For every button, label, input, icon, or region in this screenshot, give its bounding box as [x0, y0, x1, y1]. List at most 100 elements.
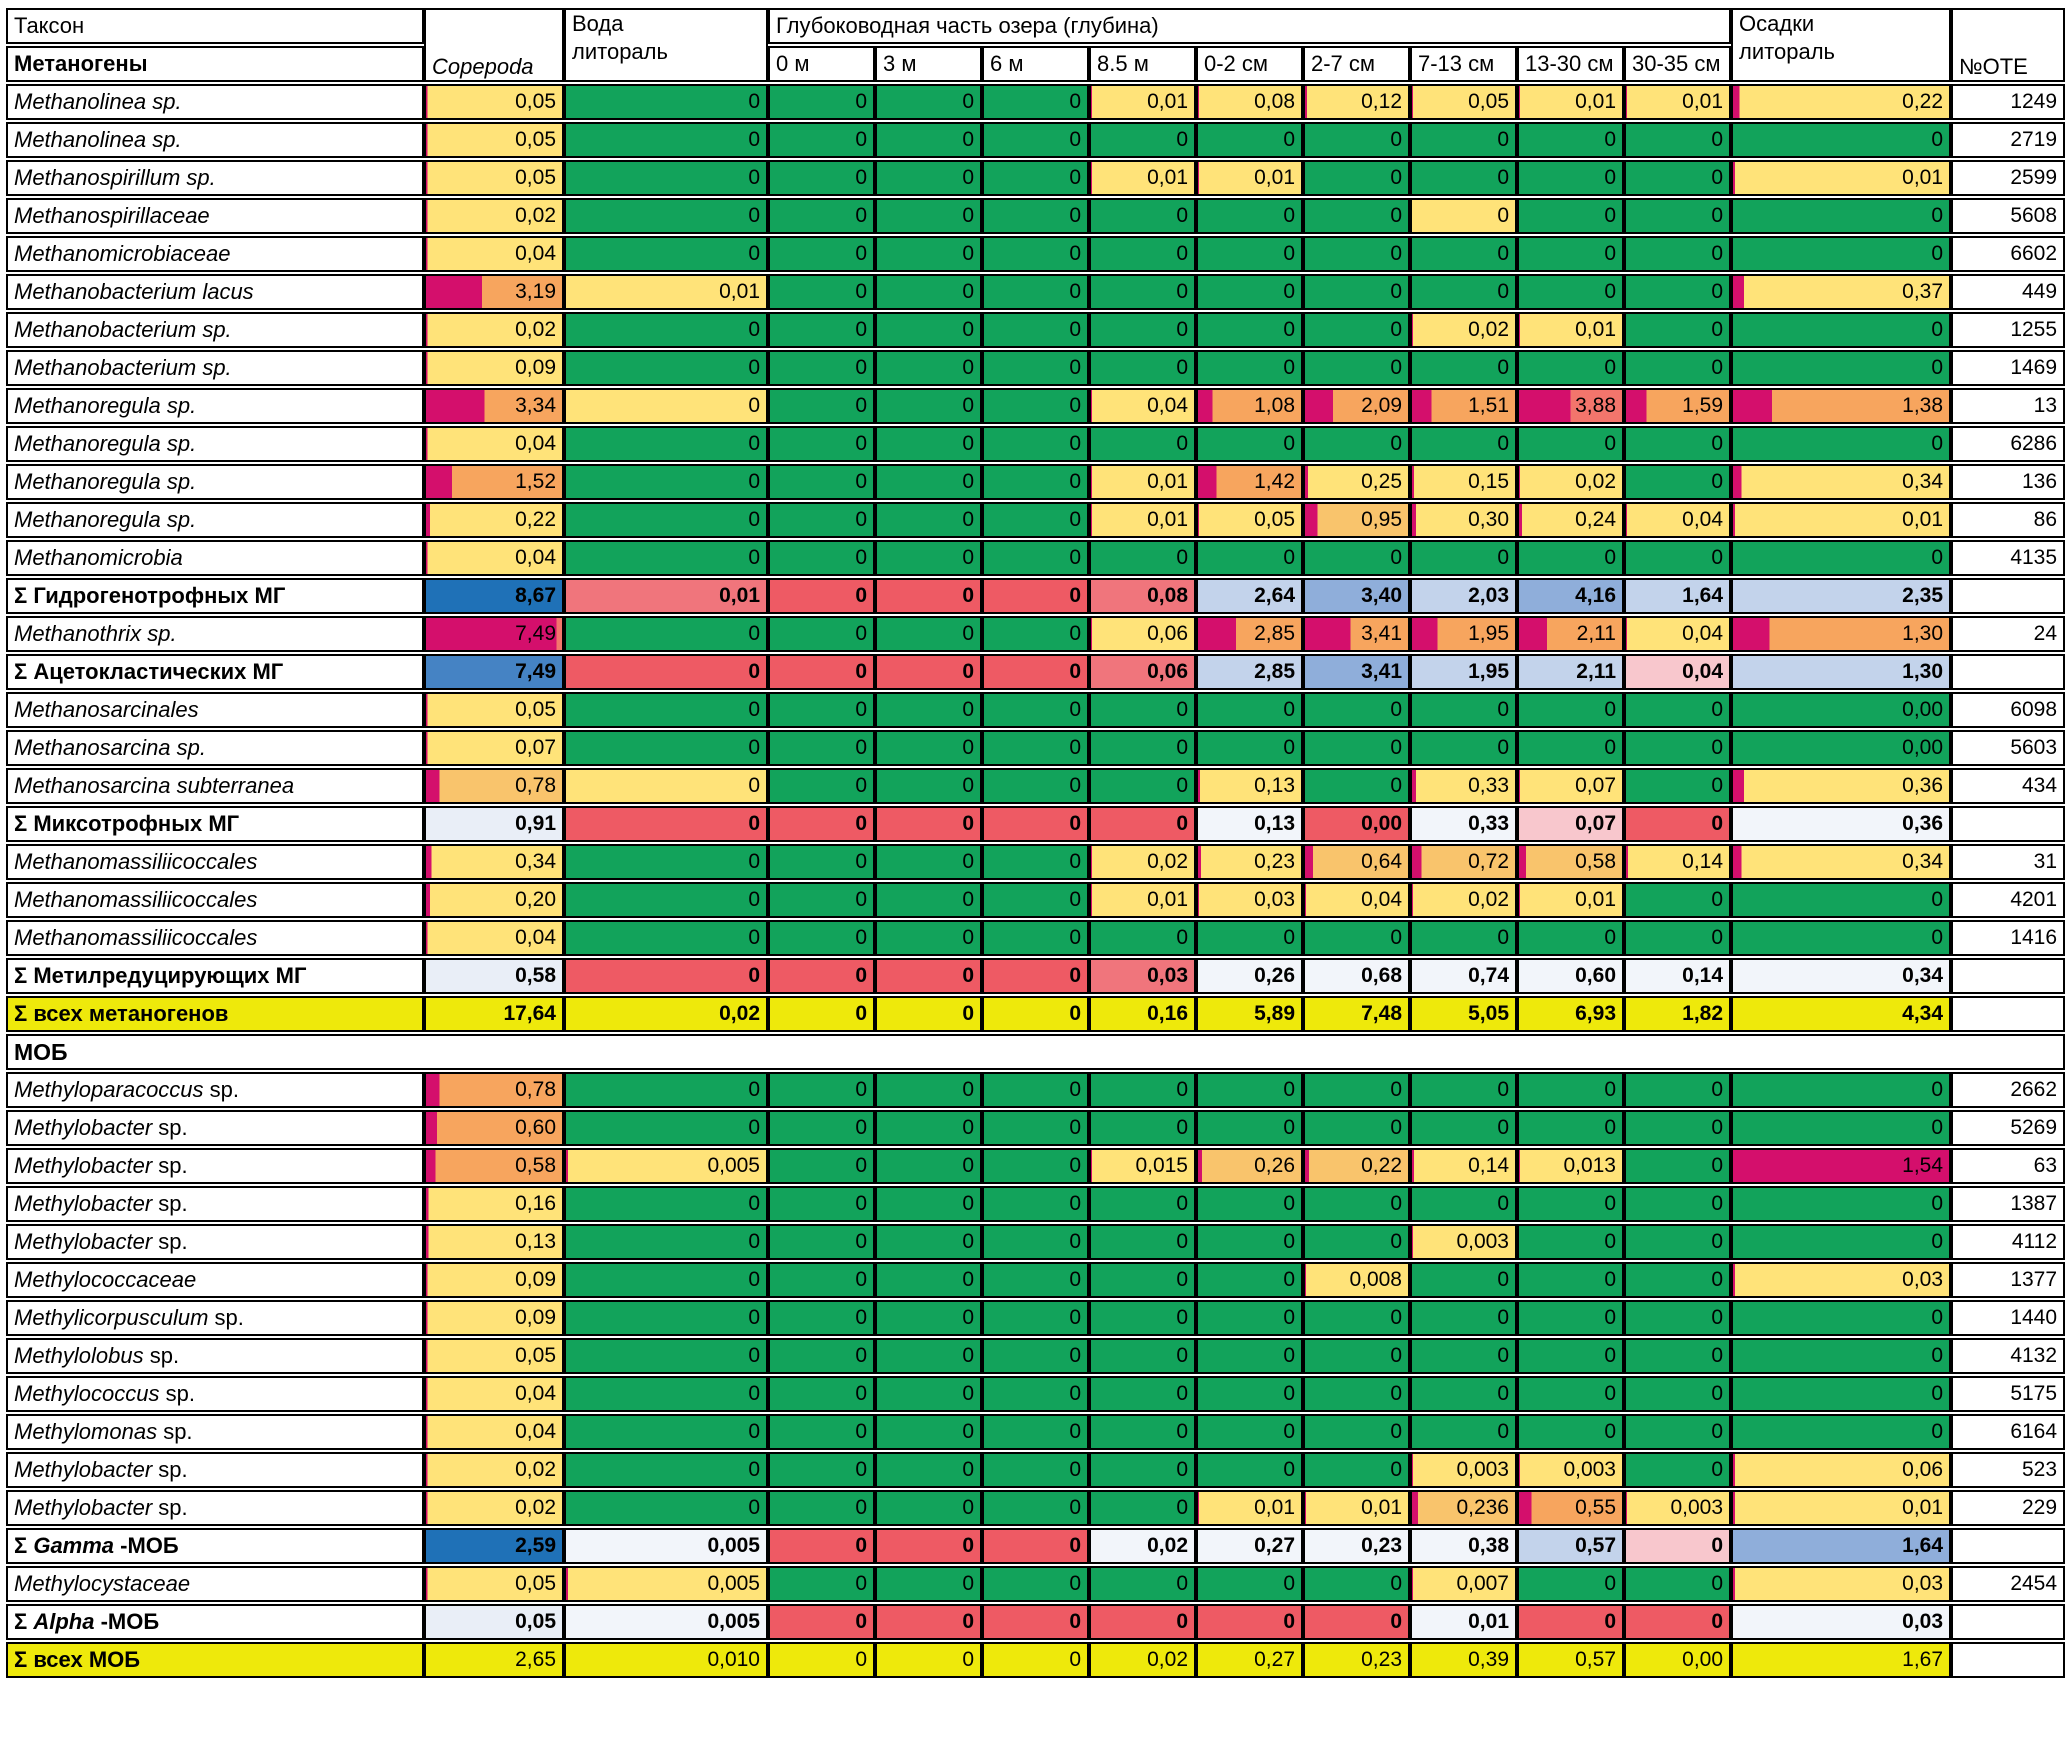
- cell-3m: 0: [875, 692, 982, 728]
- taxon-label: Alpha: [33, 1609, 95, 1634]
- cell-water-littoral: 0: [564, 1490, 768, 1526]
- ote-cell: 136: [1951, 464, 2066, 500]
- cell-2-7cm: 0: [1303, 1110, 1410, 1146]
- taxon-cell: Methanothrix sp.: [6, 616, 424, 652]
- ote-cell: 1440: [1951, 1300, 2066, 1336]
- ote-cell: 2599: [1951, 160, 2066, 196]
- section-header-mob: МОБ: [6, 1034, 2066, 1070]
- cell-13-30cm: 0,07: [1517, 806, 1624, 842]
- cell-0m: 0: [768, 1490, 875, 1526]
- cell-0-2cm: 0: [1196, 198, 1303, 234]
- taxon-label: Σ всех метаногенов: [14, 1001, 229, 1026]
- table-row: Methylobacter sp. 0,60 0 0 0 0 0 0 0 0 0 0 0 5269: [6, 1110, 2066, 1146]
- cell-8-5m: 0,04: [1089, 388, 1196, 424]
- cell-0m: 0: [768, 1452, 875, 1488]
- table-row: Methanomicrobiaceae 0,04 0 0 0 0 0 0 0 0 0 0 0 6602: [6, 236, 2066, 272]
- table-row: Methanomassiliicoccales 0,20 0 0 0 0 0,01 0,03 0…: [6, 882, 2066, 918]
- cell-0m: 0: [768, 1566, 875, 1602]
- cell-7-13cm: 0: [1410, 426, 1517, 462]
- cell-13-30cm: 0,58: [1517, 844, 1624, 880]
- cell-7-13cm: 0: [1410, 122, 1517, 158]
- cell-7-13cm: 0,30: [1410, 502, 1517, 538]
- cell-sediment-littoral: 0: [1731, 1224, 1952, 1260]
- cell-water-littoral: 0: [564, 1072, 768, 1108]
- cell-0m: 0: [768, 958, 875, 994]
- cell-3m: 0: [875, 312, 982, 348]
- taxon-cell: Methanomassiliicoccales: [6, 844, 424, 880]
- cell-water-littoral: 0: [564, 692, 768, 728]
- cell-7-13cm: 0,003: [1410, 1452, 1517, 1488]
- cell-water-littoral: 0,005: [564, 1604, 768, 1640]
- cell-8-5m: 0,01: [1089, 464, 1196, 500]
- cell-sediment-littoral: 0,36: [1731, 768, 1952, 804]
- cell-7-13cm: 0: [1410, 692, 1517, 728]
- cell-6m: 0: [982, 312, 1089, 348]
- table-row: Methylobacter sp. 0,02 0 0 0 0 0 0 0 0,003 0,003 0 0…: [6, 1452, 2066, 1488]
- ote-cell: 6098: [1951, 692, 2066, 728]
- taxon-label: Methanomassiliicoccales: [14, 849, 258, 874]
- cell-6m: 0: [982, 806, 1089, 842]
- cell-0-2cm: 0: [1196, 350, 1303, 386]
- taxon-label: Methanolinea sp.: [14, 89, 182, 114]
- cell-3m: 0: [875, 1414, 982, 1450]
- cell-13-30cm: 0: [1517, 1604, 1624, 1640]
- taxon-cell: Methanoregula sp.: [6, 502, 424, 538]
- cell-3m: 0: [875, 1110, 982, 1146]
- col-header-depth: 2-7 см: [1303, 46, 1410, 82]
- cell-13-30cm: 0,57: [1517, 1642, 1624, 1678]
- cell-13-30cm: 0: [1517, 1224, 1624, 1260]
- cell-7-13cm: 0,003: [1410, 1224, 1517, 1260]
- ote-cell: [1951, 578, 2066, 614]
- cell-3m: 0: [875, 1072, 982, 1108]
- cell-water-littoral: 0,005: [564, 1566, 768, 1602]
- cell-copepoda: 0,04: [424, 236, 564, 272]
- cell-13-30cm: 0: [1517, 236, 1624, 272]
- taxon-label: Methylocystaceae: [14, 1571, 191, 1596]
- cell-8-5m: 0,16: [1089, 996, 1196, 1032]
- cell-8-5m: 0: [1089, 1414, 1196, 1450]
- cell-3m: 0: [875, 1262, 982, 1298]
- cell-copepoda: 0,05: [424, 1338, 564, 1374]
- cell-copepoda: 0,91: [424, 806, 564, 842]
- cell-copepoda: 0,58: [424, 958, 564, 994]
- cell-30-35cm: 0: [1624, 236, 1732, 272]
- cell-6m: 0: [982, 1186, 1089, 1222]
- cell-2-7cm: 0: [1303, 920, 1410, 956]
- group-header-deepwater: Глубоководная часть озера (глубина): [768, 8, 1732, 44]
- cell-sediment-littoral: 0: [1731, 350, 1952, 386]
- cell-copepoda: 0,05: [424, 84, 564, 120]
- cell-0-2cm: 0,26: [1196, 958, 1303, 994]
- taxon-cell: Methylococcus sp.: [6, 1376, 424, 1412]
- cell-sediment-littoral: 0,03: [1731, 1262, 1952, 1298]
- col-header-depth: 0 м: [768, 46, 875, 82]
- water-label-line2: литораль: [572, 38, 668, 64]
- taxon-label: sp.: [159, 1381, 195, 1406]
- cell-13-30cm: 0,07: [1517, 768, 1624, 804]
- cell-13-30cm: 3,88: [1517, 388, 1624, 424]
- cell-13-30cm: 0: [1517, 920, 1624, 956]
- sediment-label-line1: Осадки: [1739, 11, 1815, 36]
- cell-sediment-littoral: 1,38: [1731, 388, 1952, 424]
- cell-6m: 0: [982, 350, 1089, 386]
- cell-water-littoral: 0: [564, 426, 768, 462]
- cell-2-7cm: 0: [1303, 1604, 1410, 1640]
- cell-8-5m: 0: [1089, 806, 1196, 842]
- cell-30-35cm: 0: [1624, 426, 1732, 462]
- cell-water-littoral: 0: [564, 654, 768, 690]
- ote-cell: 2719: [1951, 122, 2066, 158]
- col-header-depth: 13-30 см: [1517, 46, 1624, 82]
- cell-8-5m: 0: [1089, 312, 1196, 348]
- cell-3m: 0: [875, 654, 982, 690]
- cell-water-littoral: 0: [564, 1338, 768, 1374]
- taxon-label: Methylolobus: [14, 1343, 144, 1368]
- taxon-label: Σ Метилредуцирующих МГ: [14, 963, 307, 988]
- cell-copepoda: 7,49: [424, 654, 564, 690]
- table-row: Methanomassiliicoccales 0,34 0 0 0 0 0,02 0,23 0…: [6, 844, 2066, 880]
- taxon-label: -МОБ: [114, 1533, 179, 1558]
- cell-3m: 0: [875, 958, 982, 994]
- taxon-cell: Methanosarcina sp.: [6, 730, 424, 766]
- cell-3m: 0: [875, 882, 982, 918]
- cell-2-7cm: 0: [1303, 122, 1410, 158]
- cell-6m: 0: [982, 274, 1089, 310]
- cell-0m: 0: [768, 464, 875, 500]
